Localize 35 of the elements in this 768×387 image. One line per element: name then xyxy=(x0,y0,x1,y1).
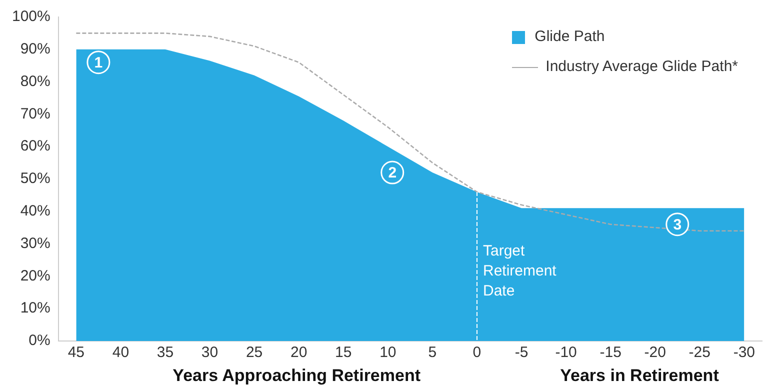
x-tick-label: 15 xyxy=(335,344,352,362)
y-tick-label: 60% xyxy=(20,138,50,155)
y-tick-label: 0% xyxy=(28,332,50,350)
y-tick-label: 40% xyxy=(20,202,50,220)
x-tick-label: 45 xyxy=(68,344,85,362)
annotation: 1 xyxy=(94,54,103,72)
x-tick-label: -10 xyxy=(555,344,577,362)
legend-label: Glide Path xyxy=(534,27,605,47)
y-tick-label: 20% xyxy=(20,267,50,284)
x-tick-label: -15 xyxy=(600,344,622,362)
y-tick-label: 100% xyxy=(12,8,50,26)
x-tick-label: 40 xyxy=(112,344,130,362)
y-tick-label: 70% xyxy=(20,105,50,122)
x-tick-label: -5 xyxy=(514,344,528,362)
x-tick-label: 0 xyxy=(472,344,482,362)
x-tick-label: 10 xyxy=(380,344,396,362)
legend-label: Industry Average Glide Path* xyxy=(546,57,738,77)
x-tick-label: 5 xyxy=(428,344,437,362)
annotation: 2 xyxy=(388,164,397,182)
y-tick-label: 30% xyxy=(20,234,50,252)
text: Years in Retirement xyxy=(560,366,720,386)
ref-line-label: Target Retirement Date xyxy=(482,242,558,300)
annotation: 3 xyxy=(673,216,682,234)
x-tick-label: -20 xyxy=(644,344,666,362)
x-tick-label: 20 xyxy=(290,344,308,362)
x-axis-title: Years Approaching Retirement xyxy=(172,366,421,386)
x-tick-label: 25 xyxy=(246,344,263,362)
y-tick-label: 10% xyxy=(20,300,50,317)
x-tick-label: -25 xyxy=(688,344,710,362)
y-tick-label: 90% xyxy=(20,40,50,58)
y-tick-label: 50% xyxy=(20,170,50,188)
x-tick-label: -30 xyxy=(733,344,756,362)
x-tick-label: 35 xyxy=(156,344,174,362)
y-tick-label: 80% xyxy=(20,72,50,90)
x-tick-label: 30 xyxy=(201,344,218,362)
